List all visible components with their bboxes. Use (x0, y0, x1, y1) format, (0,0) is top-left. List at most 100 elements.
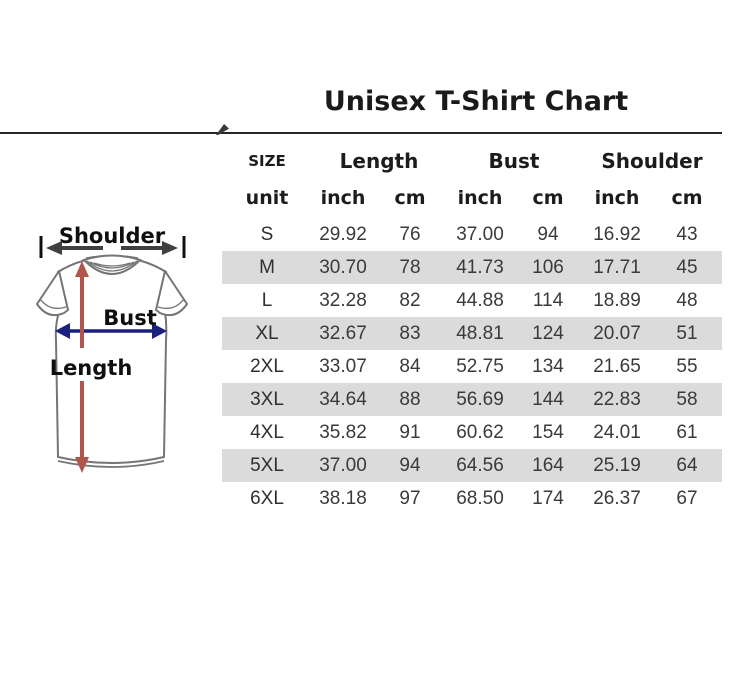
length-inch-value: 33.07 (319, 356, 367, 377)
tshirt-diagram-svg: Shoulder Bust Length (36, 224, 188, 473)
length-inch-value: 32.28 (319, 290, 367, 311)
bust-inch-value: 56.69 (456, 389, 504, 410)
table-row-5xl: 5XL 37.00 94 64.56 164 25.19 64 (222, 449, 722, 482)
title-divider-line (0, 132, 722, 134)
shoulder-inch-header: inch (594, 187, 640, 209)
size-value: L (261, 290, 273, 311)
length-cm-value: 97 (399, 488, 421, 509)
unit-label: unit (245, 187, 289, 209)
bust-cm-value: 94 (537, 224, 559, 245)
length-inch-value: 38.18 (319, 488, 367, 509)
length-cm-value: 91 (399, 422, 421, 443)
length-cm-value: 84 (399, 356, 421, 377)
table-group-header-row: SIZE Length Bust Shoulder (222, 144, 722, 178)
bust-cm-value: 134 (532, 356, 564, 377)
bust-inch-value: 68.50 (456, 488, 504, 509)
table-unit-row: unit inch cm inch cm inch cm (222, 178, 722, 218)
shoulder-cm-value: 58 (676, 389, 698, 410)
page-title: Unisex T-Shirt Chart (323, 86, 629, 117)
length-cm-value: 88 (399, 389, 421, 410)
bust-cm-value: 106 (532, 257, 564, 278)
size-value: 4XL (250, 422, 284, 443)
bust-arrow-left-head (55, 323, 70, 339)
bust-arrow-right-head (152, 323, 167, 339)
shoulder-label: Shoulder (59, 224, 166, 248)
length-inch-value: 29.92 (319, 224, 367, 245)
table-row-2xl: 2XL 33.07 84 52.75 134 21.65 55 (222, 350, 722, 383)
bust-inch-header: inch (457, 187, 503, 209)
bust-inch-value: 48.81 (456, 323, 504, 344)
shoulder-cm-value: 61 (676, 422, 698, 443)
shoulder-inch-value: 26.37 (593, 488, 641, 509)
shoulder-arrow-right-head (162, 241, 178, 255)
shoulder-inch-value: 21.65 (593, 356, 641, 377)
table-row-l: L 32.28 82 44.88 114 18.89 48 (222, 284, 722, 317)
table-row-3xl: 3XL 34.64 88 56.69 144 22.83 58 (222, 383, 722, 416)
length-inch-value: 35.82 (319, 422, 367, 443)
shoulder-cm-value: 51 (676, 323, 698, 344)
tshirt-left-cuff-line (39, 298, 67, 310)
shoulder-inch-value: 25.19 (593, 455, 641, 476)
length-cm-header: cm (394, 187, 426, 209)
tshirt-hem-line (57, 460, 165, 468)
shoulder-cm-value: 55 (676, 356, 698, 377)
table-row-m: M 30.70 78 41.73 106 17.71 45 (222, 251, 722, 284)
shoulder-inch-value: 16.92 (593, 224, 641, 245)
length-cm-value: 78 (399, 257, 421, 278)
table-row-xl: XL 32.67 83 48.81 124 20.07 51 (222, 317, 722, 350)
line-notch-mark (216, 124, 229, 135)
length-inch-header: inch (320, 187, 366, 209)
bust-cm-header: cm (532, 187, 564, 209)
bust-cm-value: 124 (532, 323, 564, 344)
bust-inch-value: 37.00 (456, 224, 504, 245)
length-cm-value: 83 (399, 323, 421, 344)
bust-label: Bust (103, 306, 157, 330)
length-inch-value: 34.64 (319, 389, 367, 410)
length-cm-value: 94 (399, 455, 421, 476)
table-row-s: S 29.92 76 37.00 94 16.92 43 (222, 218, 722, 251)
shoulder-arrow-left-head (46, 241, 62, 255)
shoulder-cm-value: 43 (676, 224, 698, 245)
shoulder-cm-value: 45 (676, 257, 698, 278)
bust-inch-value: 64.56 (456, 455, 504, 476)
length-group-header: Length (339, 149, 419, 173)
size-value: 5XL (250, 455, 284, 476)
size-value: 2XL (250, 356, 284, 377)
bust-inch-value: 44.88 (456, 290, 504, 311)
shoulder-cm-value: 48 (676, 290, 698, 311)
length-label: Length (50, 356, 133, 380)
bust-cm-value: 154 (532, 422, 564, 443)
bust-cm-value: 164 (532, 455, 564, 476)
size-value: S (260, 224, 274, 245)
size-value: M (259, 257, 275, 278)
size-value: 3XL (250, 389, 284, 410)
shoulder-group-header: Shoulder (601, 149, 703, 173)
table-row-6xl: 6XL 38.18 97 68.50 174 26.37 67 (222, 482, 722, 515)
size-value: XL (255, 323, 279, 344)
bust-inch-value: 60.62 (456, 422, 504, 443)
length-inch-value: 32.67 (319, 323, 367, 344)
shoulder-inch-value: 17.71 (593, 257, 641, 278)
tshirt-right-cuff-line (157, 298, 185, 310)
shoulder-cm-value: 67 (676, 488, 698, 509)
tshirt-measurement-diagram: Shoulder Bust Length (0, 210, 230, 510)
shoulder-cm-value: 64 (676, 455, 698, 476)
size-column-header: SIZE (248, 152, 286, 170)
bust-cm-value: 174 (532, 488, 564, 509)
shoulder-inch-value: 22.83 (593, 389, 641, 410)
shoulder-inch-value: 18.89 (593, 290, 641, 311)
shoulder-end-bars (39, 236, 186, 258)
length-cm-value: 76 (399, 224, 421, 245)
table-row-4xl: 4XL 35.82 91 60.62 154 24.01 61 (222, 416, 722, 449)
length-inch-value: 30.70 (319, 257, 367, 278)
size-value: 6XL (250, 488, 284, 509)
bust-cm-value: 114 (532, 290, 564, 311)
bust-inch-value: 41.73 (456, 257, 504, 278)
shoulder-cm-header: cm (671, 187, 703, 209)
size-table: SIZE Length Bust Shoulder unit inch cm i… (222, 144, 722, 515)
length-cm-value: 82 (399, 290, 421, 311)
bust-inch-value: 52.75 (456, 356, 504, 377)
length-arrow-up-head (75, 261, 89, 277)
bust-cm-value: 144 (532, 389, 564, 410)
